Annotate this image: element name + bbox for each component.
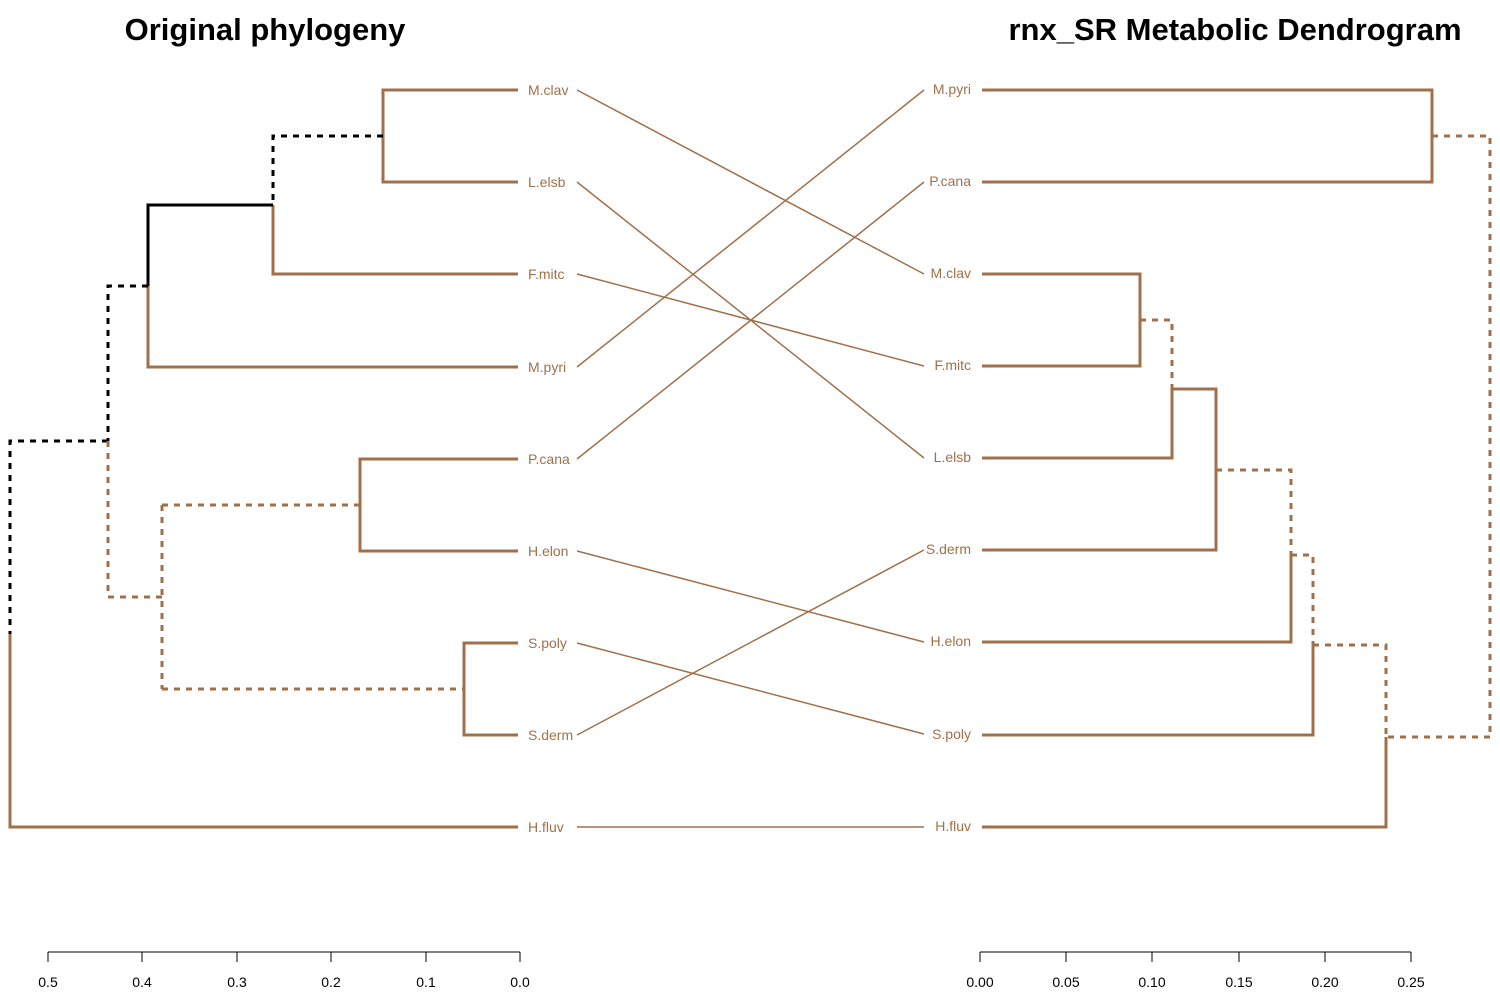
left-branch-mpyri <box>146 286 518 369</box>
right-leaf-label: H.elon <box>931 633 971 649</box>
left-leaf-labels: M.clav L.elsb F.mitc M.pyri P.cana H.elo… <box>528 82 573 835</box>
right-leaf-label: P.cana <box>929 173 971 189</box>
right-leaf-label: M.clav <box>931 265 971 281</box>
right-branch-helon <box>982 555 1293 644</box>
right-branch-helon-up <box>1291 553 1315 645</box>
left-leaf-label: M.clav <box>528 82 568 98</box>
right-leaf-labels: M.pyri P.cana M.clav F.mitc L.elsb S.der… <box>926 81 971 834</box>
right-axis-tick-label: 0.25 <box>1397 974 1424 990</box>
left-branch-upper-up <box>106 284 148 441</box>
left-leaf-label: S.poly <box>528 635 567 651</box>
right-branch-mclav-fmitc-up <box>1140 318 1174 389</box>
right-leaf-label: S.derm <box>926 541 971 557</box>
right-leaf-label: F.mitc <box>934 357 971 373</box>
left-axis-tick-label: 0.4 <box>132 974 152 990</box>
left-branch-mclav-group-up <box>271 134 383 205</box>
right-axis-labels: 0.00 0.05 0.10 0.15 0.20 0.25 <box>966 974 1424 990</box>
left-branch-hfluv <box>8 634 518 829</box>
right-branch-mid-up <box>1216 468 1293 555</box>
left-axis-labels: 0.5 0.4 0.3 0.2 0.1 0.0 <box>38 974 530 990</box>
right-leaf-label: L.elsb <box>934 449 972 465</box>
left-branch-group-join <box>146 203 273 286</box>
left-leaf-label: P.cana <box>528 451 570 467</box>
right-axis-tick-label: 0.00 <box>966 974 993 990</box>
right-axis-tick-label: 0.20 <box>1311 974 1338 990</box>
left-axis-tick-label: 0.5 <box>38 974 58 990</box>
right-axis-tick-label: 0.10 <box>1138 974 1165 990</box>
left-leaf-label: S.derm <box>528 727 573 743</box>
left-leaf-label: M.pyri <box>528 359 566 375</box>
right-branch-mpyri-pcana <box>982 88 1434 184</box>
right-branch-lelsb <box>982 389 1174 460</box>
right-branch-hfluv <box>982 737 1388 829</box>
left-leaf-label: H.fluv <box>528 819 564 835</box>
left-axis <box>47 951 521 962</box>
left-branch-spoly-sderm <box>462 641 518 737</box>
right-branch-spoly-up <box>1313 643 1388 737</box>
connector-spoly <box>576 642 925 735</box>
right-branch-top-up <box>1432 134 1492 737</box>
left-leaf-label: L.elsb <box>528 174 566 190</box>
left-axis-tick-label: 0.3 <box>227 974 247 990</box>
left-title: Original phylogeny <box>125 12 407 47</box>
connector-sderm <box>576 549 925 736</box>
right-leaf-label: H.fluv <box>935 818 971 834</box>
left-branch-fmitc <box>271 205 518 276</box>
left-branch-pcana-helon <box>358 457 518 553</box>
right-leaf-label: S.poly <box>932 726 971 742</box>
right-axis <box>979 951 1412 962</box>
right-axis-tick-label: 0.05 <box>1052 974 1079 990</box>
connector-lines <box>576 89 925 828</box>
connector-mclav <box>576 89 925 275</box>
right-branch-spoly <box>982 645 1315 737</box>
left-branch-lower-up <box>106 441 162 599</box>
connector-mpyri <box>576 89 925 368</box>
right-axis-tick-label: 0.15 <box>1225 974 1252 990</box>
left-axis-tick-label: 0.0 <box>510 974 530 990</box>
right-dendrogram <box>982 88 1492 829</box>
left-leaf-label: H.elon <box>528 543 568 559</box>
right-leaf-label: M.pyri <box>933 81 971 97</box>
connector-pcana <box>576 181 925 460</box>
connector-helon <box>576 550 925 643</box>
left-branch-mclav-lelsb <box>381 88 518 184</box>
right-branch-mclav-fmitc <box>982 272 1142 368</box>
left-dendrogram <box>8 88 518 829</box>
left-axis-tick-label: 0.2 <box>321 974 341 990</box>
right-title: rnx_SR Metabolic Dendrogram <box>1008 12 1461 47</box>
left-leaf-label: F.mitc <box>528 266 565 282</box>
left-axis-tick-label: 0.1 <box>416 974 436 990</box>
left-branch-root <box>8 439 108 634</box>
right-branch-sderm <box>982 387 1218 552</box>
